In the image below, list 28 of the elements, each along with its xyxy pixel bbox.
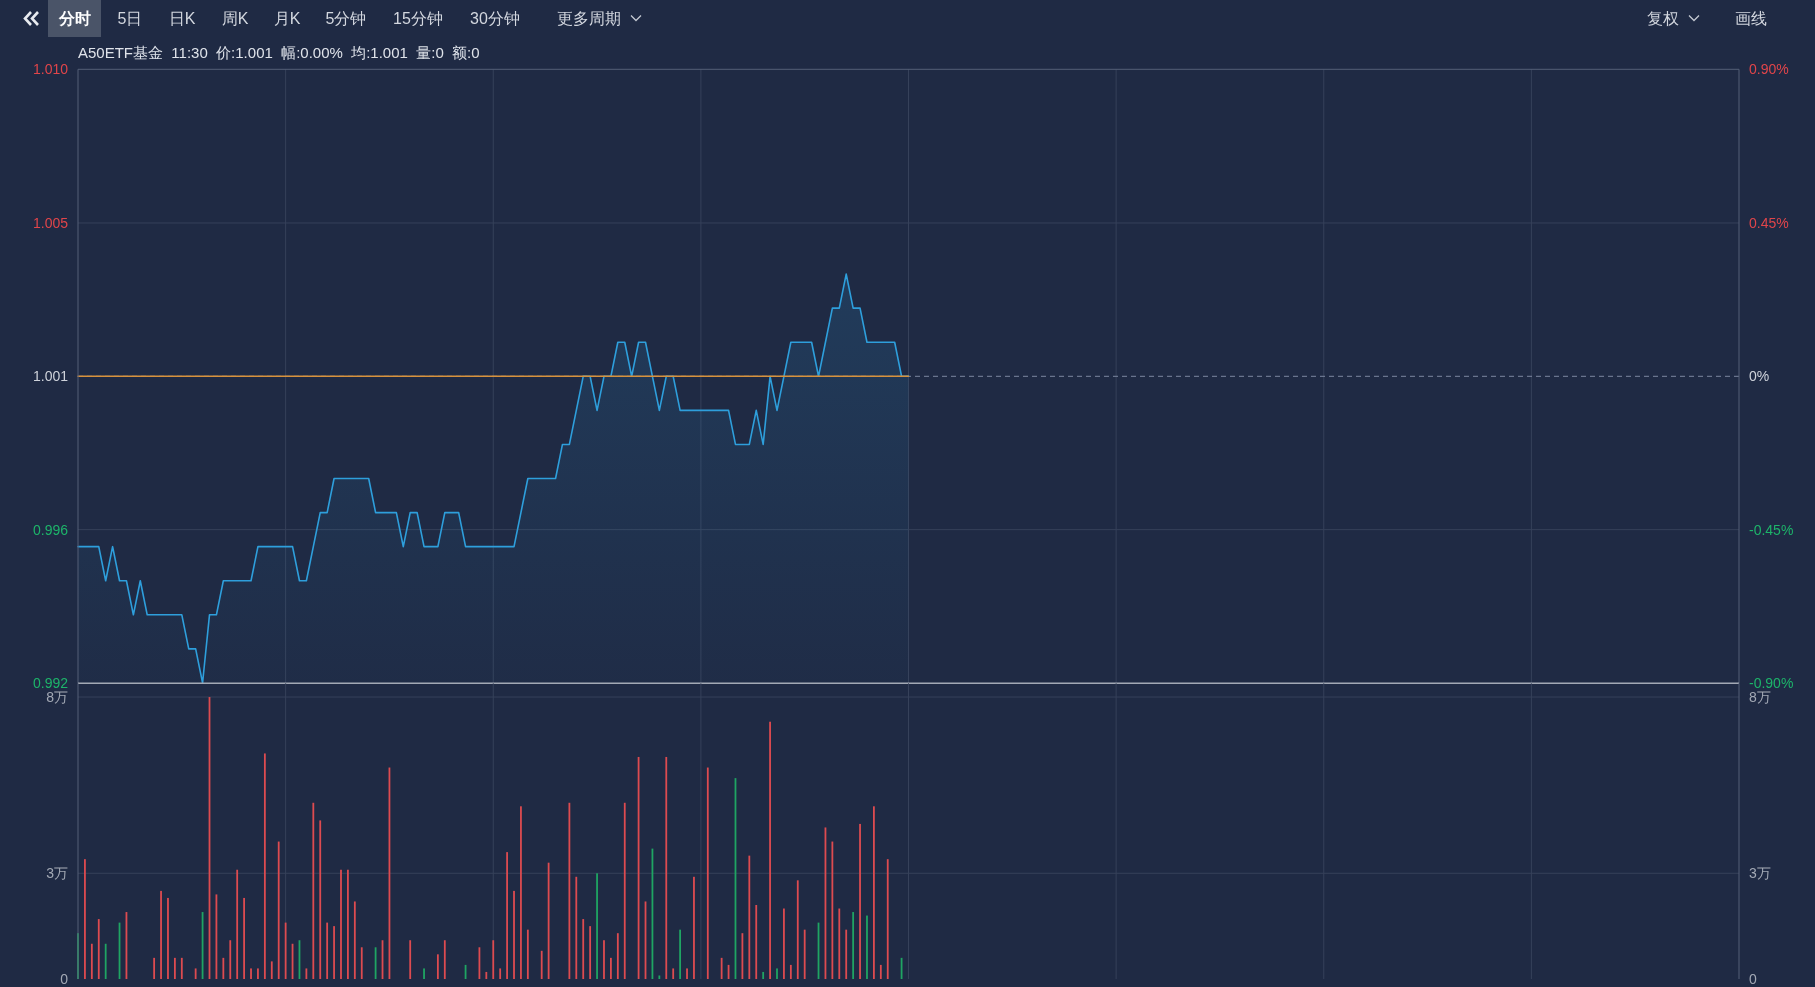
tick-label-y2: -0.45%	[1749, 521, 1794, 538]
tick-label-y: 1.005	[32, 214, 68, 231]
tick-label-y2: 0.45%	[1749, 214, 1789, 231]
toolbar-label: 30分钟	[470, 10, 520, 27]
tick-label-y2: 8万	[1749, 689, 1771, 706]
tick-label-y: 1.010	[32, 61, 68, 78]
tick-label-y: 0	[60, 971, 68, 987]
tick-label-y: 8万	[46, 689, 68, 706]
toolbar-label: 复权	[1647, 10, 1679, 27]
tick-label-y2: 0	[1749, 971, 1757, 987]
toolbar-label: 5分钟	[325, 10, 367, 27]
tick-label-y: 0.992	[32, 675, 68, 692]
toolbar-label: 周K	[221, 10, 249, 27]
tick-label-y2: 3万	[1749, 865, 1771, 882]
toolbar-label: 画线	[1735, 10, 1767, 27]
toolbar-label: 月K	[273, 10, 301, 27]
tick-label-y: 1.001	[32, 368, 68, 385]
tick-label-y: 0.996	[32, 521, 68, 538]
toolbar-label: 更多周期	[557, 10, 621, 27]
toolbar-label: 15分钟	[393, 10, 443, 27]
tick-label-y2: 0.90%	[1749, 61, 1789, 78]
subtitle: A50ETF基金 11:30 价:1.001 幅:0.00% 均:1.001 量:0 额:0	[78, 43, 480, 61]
toolbar-label: 5日	[117, 10, 143, 27]
toolbar-label: 分时	[59, 10, 91, 27]
tick-label-y: 3万	[46, 865, 68, 882]
toolbar-label: 日K	[168, 10, 196, 27]
tick-label-y2: -0.90%	[1749, 675, 1794, 692]
tick-label-y2: 0%	[1749, 368, 1770, 385]
